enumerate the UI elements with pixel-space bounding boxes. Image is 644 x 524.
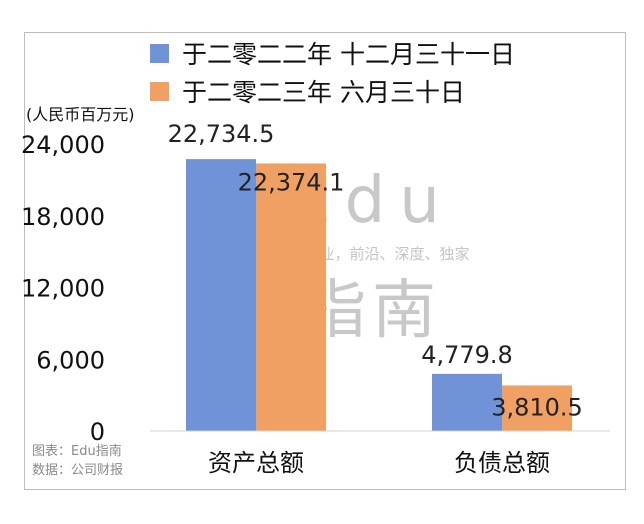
legend-swatch-series-1 xyxy=(150,44,169,63)
data-label-series-1-2: 4,779.8 xyxy=(421,341,513,369)
legend-swatch-series-2 xyxy=(150,82,169,101)
legend-label-series-2: 于二零二三年 六月三十日 xyxy=(182,78,465,107)
y-axis-ticks: 0 6,000 12,000 18,000 24,000 xyxy=(21,131,105,446)
category-labels: 资产总额 负债总额 xyxy=(208,449,550,477)
data-labels: 22,734.5 4,779.8 22,374.1 3,810.5 xyxy=(168,120,583,421)
chart-frame xyxy=(24,32,626,490)
chart-credit: 图表：Edu指南 xyxy=(32,443,122,459)
bar-series-2-2 xyxy=(502,385,572,431)
y-tick-label: 18,000 xyxy=(21,203,105,231)
bar-series-2-1 xyxy=(256,163,326,431)
data-source: 数据：公司财报 xyxy=(32,463,123,478)
bar-series-1-1 xyxy=(186,159,256,431)
data-label-series-2-2: 3,810.5 xyxy=(491,393,583,421)
bar-series-1-2 xyxy=(432,373,502,431)
legend-label-series-1: 于二零二二年 十二月三十一日 xyxy=(182,40,515,69)
legend: 于二零二二年 十二月三十一日 于二零二三年 六月三十日 xyxy=(150,40,515,107)
y-tick-label: 12,000 xyxy=(21,275,105,303)
y-tick-label: 0 xyxy=(90,418,105,446)
data-label-series-1-1: 22,734.5 xyxy=(168,120,275,148)
data-label-series-2-1: 22,374.1 xyxy=(238,168,345,196)
y-unit-label: (人民币百万元) xyxy=(26,105,135,124)
y-tick-label: 6,000 xyxy=(36,346,105,374)
category-label-2: 负债总额 xyxy=(454,449,550,477)
category-label-1: 资产总额 xyxy=(208,449,304,477)
bars xyxy=(186,159,572,431)
y-tick-label: 24,000 xyxy=(21,131,105,159)
